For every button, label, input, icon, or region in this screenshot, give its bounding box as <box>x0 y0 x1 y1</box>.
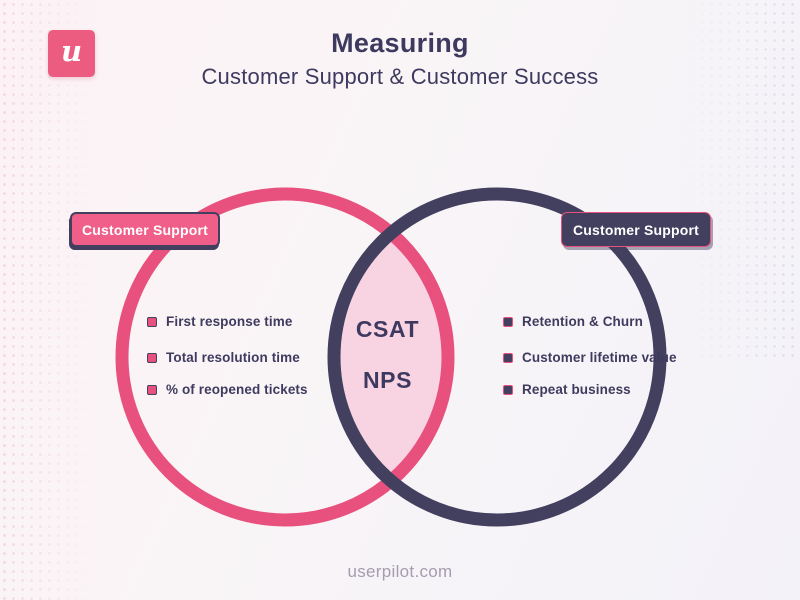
list-item: Repeat business <box>503 381 631 398</box>
right-badge-label: Customer Support <box>572 221 700 238</box>
navy-square-bullet-icon <box>503 352 513 363</box>
userpilot-logo: u <box>48 30 95 77</box>
page-subtitle: Customer Support & Customer Success <box>201 64 599 89</box>
pink-square-bullet-icon <box>147 316 157 327</box>
right-circle-badge: Customer Support <box>561 212 711 247</box>
left-circle <box>115 187 455 527</box>
list-item: % of reopened tickets <box>147 381 308 398</box>
list-item: Customer lifetime value <box>503 349 677 366</box>
overlap-label-csat: CSAT <box>355 316 420 342</box>
overlap-label-nps: NPS <box>362 367 413 393</box>
page-title: Measuring <box>331 28 469 58</box>
overlap-lens <box>328 188 454 526</box>
navy-square-bullet-icon <box>503 384 513 395</box>
left-circle-badge: Customer Support <box>70 212 220 247</box>
left-badge-label: Customer Support <box>81 221 209 238</box>
list-item-label: Total resolution time <box>166 350 300 365</box>
footer-url: userpilot.com <box>347 562 453 581</box>
pink-square-bullet-icon <box>147 352 157 363</box>
list-item-label: Customer lifetime value <box>522 350 677 365</box>
logo-letter: u <box>60 34 83 68</box>
list-item-label: First response time <box>166 314 293 329</box>
navy-square-bullet-icon <box>503 316 513 327</box>
list-item-label: % of reopened tickets <box>166 382 308 397</box>
list-item: Retention & Churn <box>503 313 643 330</box>
list-item: First response time <box>147 313 292 330</box>
list-item: Total resolution time <box>147 349 300 366</box>
list-item-label: Repeat business <box>522 382 631 397</box>
list-item-label: Retention & Churn <box>522 314 643 329</box>
pink-square-bullet-icon <box>147 384 157 395</box>
right-circle <box>327 187 667 527</box>
